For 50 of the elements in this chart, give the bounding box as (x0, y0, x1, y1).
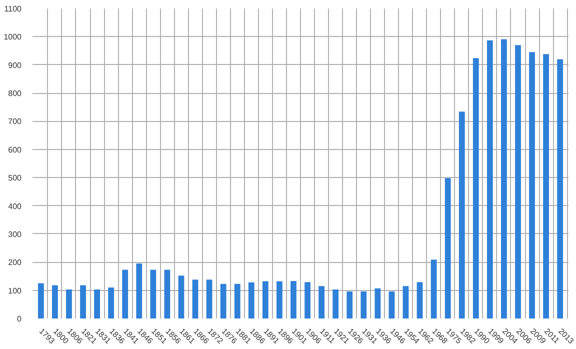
bar (388, 291, 395, 318)
bar (150, 270, 156, 318)
bar (360, 291, 367, 318)
bar (486, 40, 493, 318)
bar (52, 285, 58, 318)
bar (374, 288, 381, 318)
bar (543, 54, 549, 318)
bar (557, 59, 564, 318)
y-tick-label: 300 (8, 230, 22, 239)
y-tick-label: 1000 (4, 32, 22, 42)
bar (80, 285, 86, 318)
y-tick-label: 0 (17, 314, 22, 324)
bar (501, 39, 507, 318)
bar (402, 286, 409, 318)
bar (262, 281, 268, 318)
bar (248, 282, 254, 318)
y-tick-label: 800 (8, 89, 22, 98)
bar (276, 281, 282, 318)
bar (66, 289, 72, 318)
bar (234, 284, 240, 318)
bar (178, 276, 184, 318)
bar (346, 291, 353, 318)
bar (304, 282, 310, 318)
y-tick-label: 500 (8, 174, 22, 183)
bar (458, 112, 465, 318)
y-tick-label: 1100 (4, 4, 22, 14)
bar (290, 281, 296, 318)
bar (108, 288, 114, 318)
y-tick-label: 400 (8, 202, 22, 211)
bar (318, 286, 324, 318)
bar (529, 52, 535, 318)
bar (136, 264, 142, 318)
y-tick-label: 900 (8, 60, 22, 70)
bar (206, 280, 212, 318)
bar (430, 260, 437, 318)
bar (220, 284, 226, 318)
bar (515, 45, 521, 318)
bar (94, 289, 100, 318)
bar (38, 283, 44, 318)
y-tick-label: 200 (8, 258, 22, 268)
bar (416, 282, 423, 318)
y-tick-label: 100 (8, 286, 22, 296)
bar (472, 58, 479, 318)
bar (444, 178, 451, 318)
bar (192, 280, 198, 318)
y-tick-label: 600 (8, 145, 22, 154)
bar (164, 270, 170, 318)
y-tick-label: 700 (8, 117, 22, 126)
bar (332, 289, 339, 318)
bar (122, 270, 128, 318)
